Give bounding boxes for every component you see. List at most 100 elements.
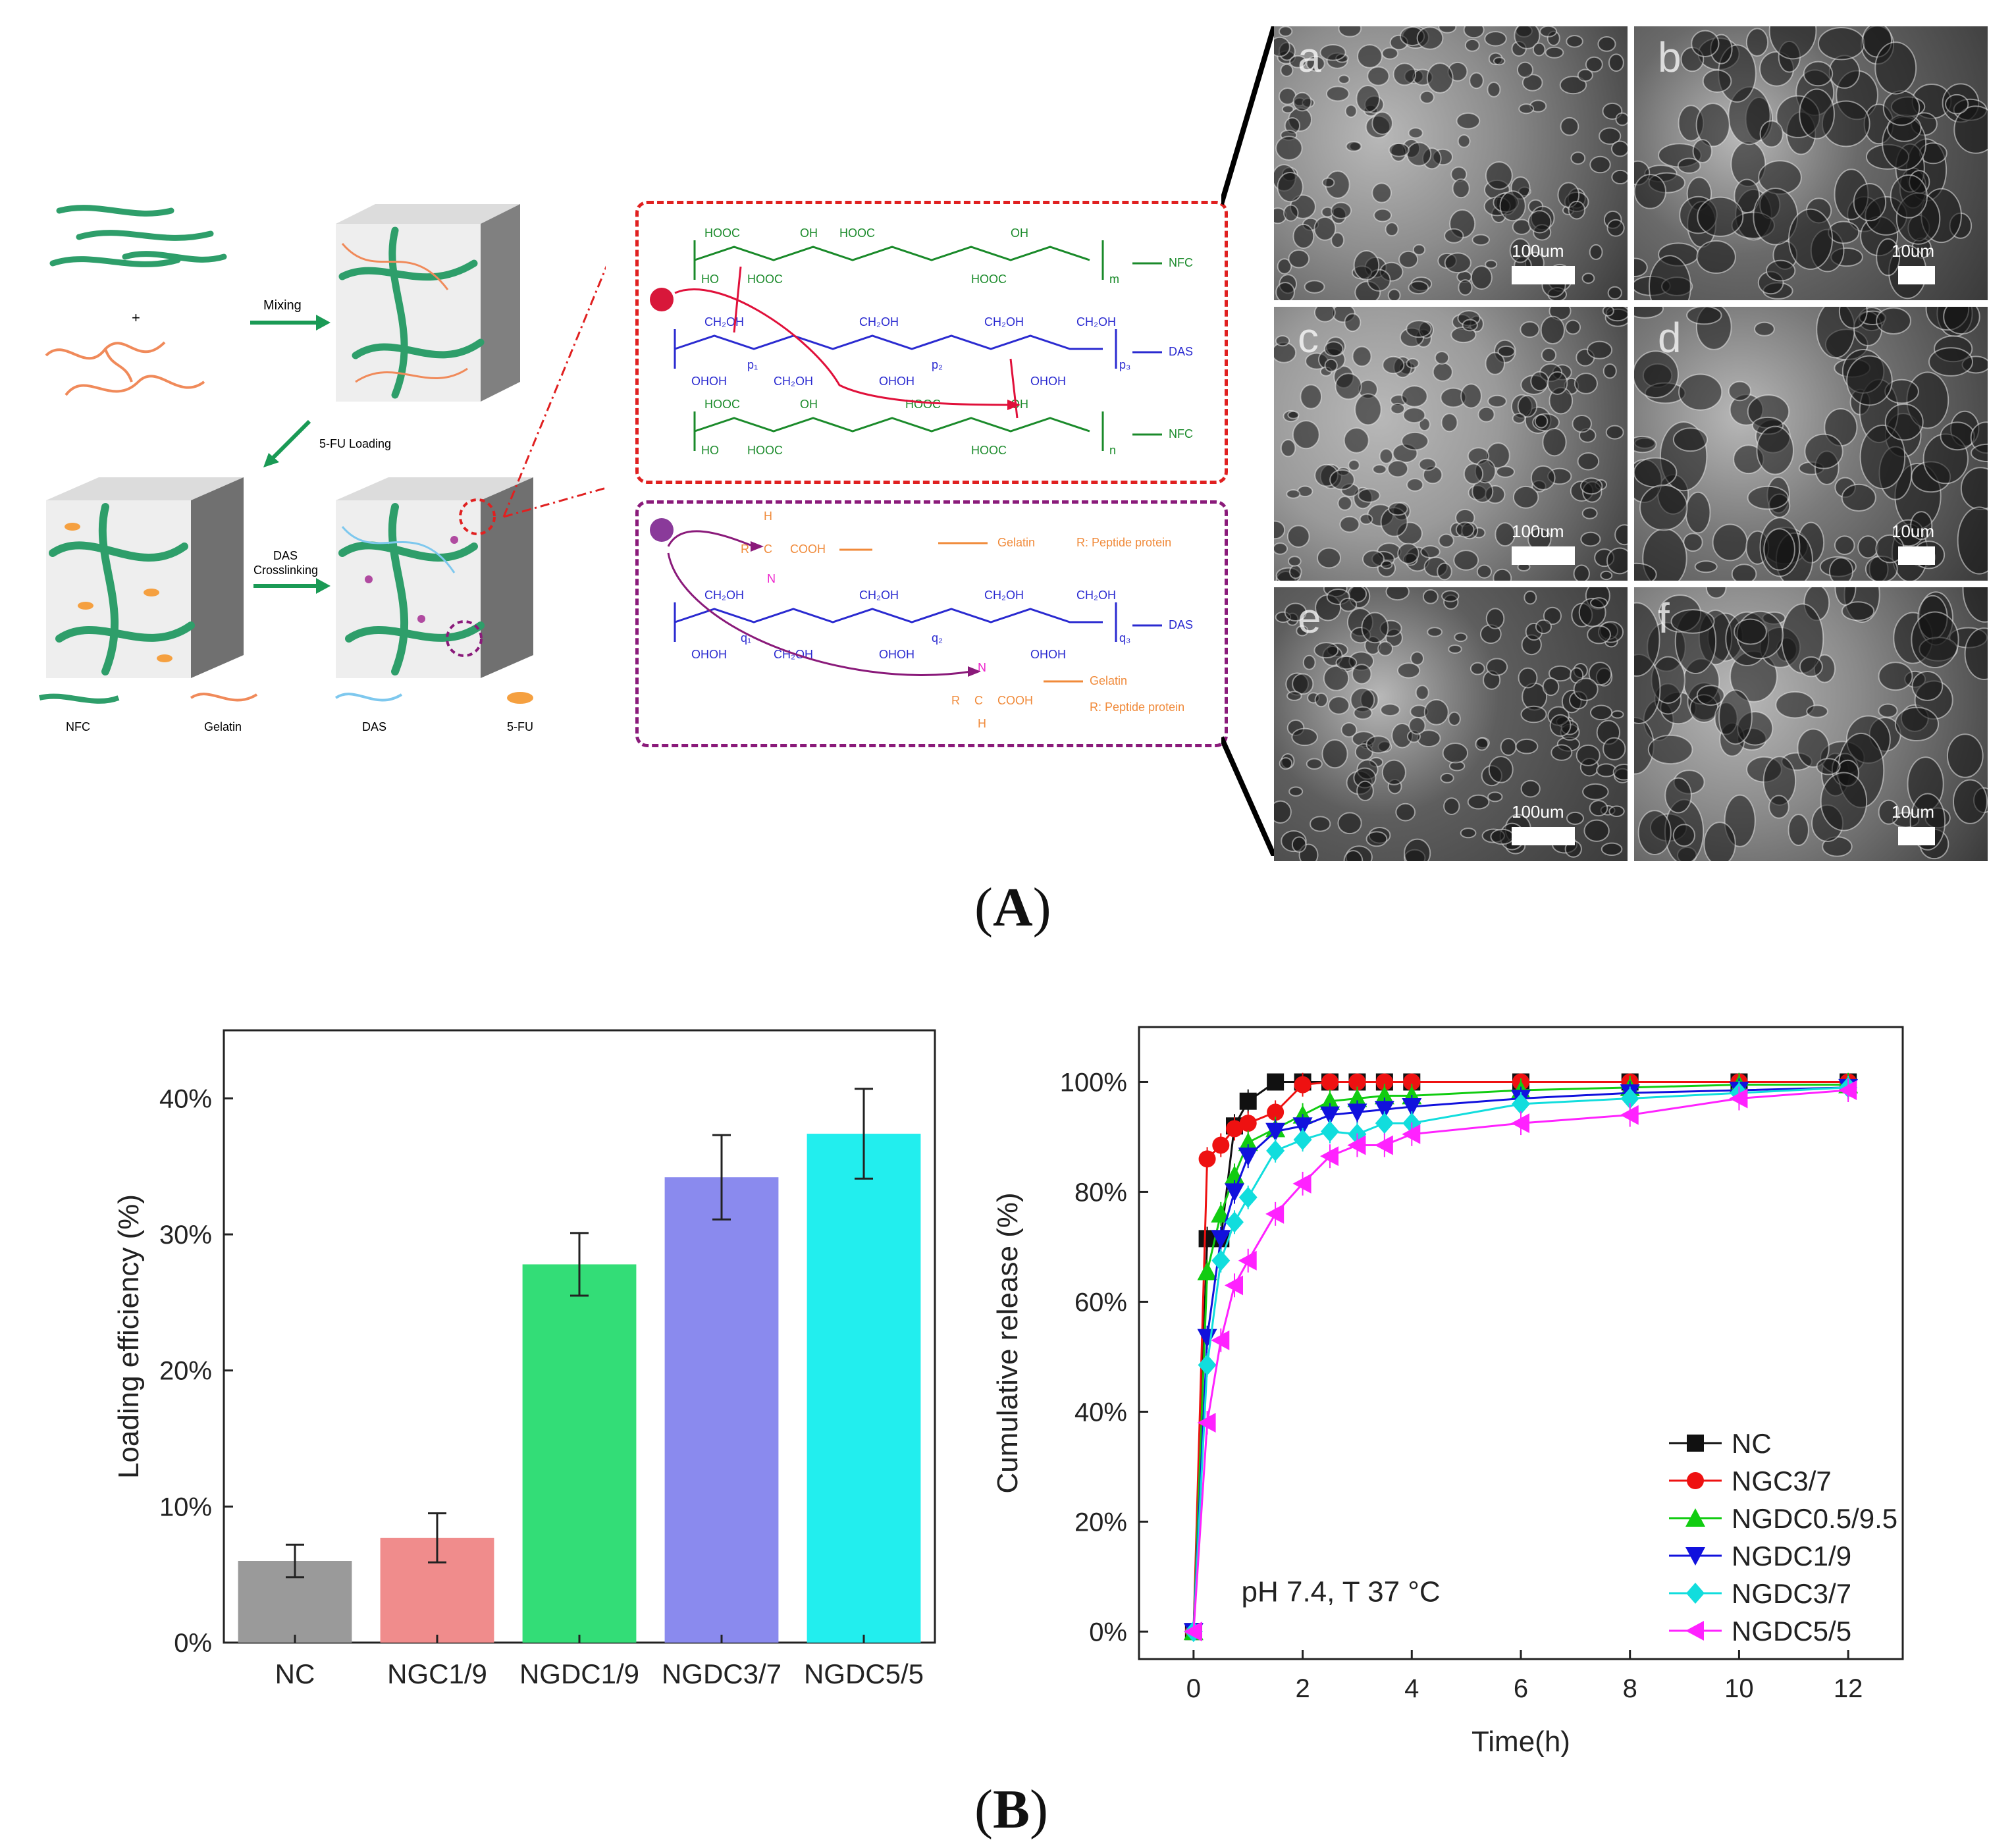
svg-text:CH₂OH: CH₂OH — [704, 315, 744, 329]
svg-text:N: N — [767, 572, 776, 585]
data-point — [1402, 1098, 1422, 1117]
svg-text:CH₂OH: CH₂OH — [859, 589, 899, 602]
chart-legend: NC NGC3/7 NGDC0.5/9.5 NGDC1/9 NGDC3/7 NGDC5/5 — [1669, 1428, 1897, 1647]
sem-connector-lines — [1221, 26, 1277, 856]
svg-text:HO: HO — [701, 444, 719, 457]
scale-bar-label: 10um — [1892, 521, 1935, 541]
svg-text:p₁: p₁ — [747, 358, 758, 371]
legend-marker — [1685, 1508, 1705, 1527]
scale-bar — [1512, 827, 1575, 845]
svg-text:HOOC: HOOC — [839, 226, 875, 240]
bar-NGDC3/7 — [664, 1177, 779, 1643]
sem-image-tag: d — [1658, 314, 1682, 361]
svg-text:OHOH: OHOH — [879, 375, 914, 388]
data-point — [1267, 1073, 1285, 1091]
svg-text:m: m — [1109, 273, 1119, 286]
legend-marker — [1687, 1435, 1704, 1452]
svg-text:CH₂OH: CH₂OH — [984, 315, 1024, 329]
svg-text:CH₂OH: CH₂OH — [859, 315, 899, 329]
svg-text:OHOH: OHOH — [691, 648, 727, 661]
y-axis-title: Cumulative release (%) — [992, 1192, 1024, 1493]
data-point — [1321, 1073, 1338, 1091]
y-tick-label: 30% — [159, 1221, 212, 1250]
cumulative-release-line-chart: 0% 20% 40% 60% 80% 100% 0 2 4 6 8 10 12 Time(h) Cumula… — [992, 1026, 1904, 1758]
cube-mixed — [336, 204, 520, 402]
data-point — [1321, 1121, 1339, 1142]
data-point — [1211, 1230, 1231, 1249]
legend-marker — [1685, 1547, 1705, 1566]
data-point — [1292, 1173, 1312, 1194]
legend-label: NGC3/7 — [1732, 1465, 1832, 1496]
svg-text:CH₂OH: CH₂OH — [1076, 315, 1116, 329]
data-point — [1620, 1105, 1639, 1125]
x-tick-label: NC — [275, 1658, 315, 1689]
svg-text:HOOC: HOOC — [704, 398, 740, 411]
bar-NGDC1/9 — [522, 1264, 637, 1643]
svg-text:p₃: p₃ — [1119, 358, 1130, 371]
svg-text:HO: HO — [701, 273, 719, 286]
loading-arrow — [268, 419, 311, 463]
data-point — [1402, 1124, 1421, 1144]
legend-gelatin: Gelatin — [204, 720, 242, 733]
svg-text:C: C — [764, 542, 772, 556]
svg-text:HOOC: HOOC — [971, 273, 1007, 286]
data-point — [1183, 1622, 1202, 1642]
y-tick-label: 20% — [159, 1357, 212, 1386]
legend-nfc: NFC — [66, 720, 90, 733]
data-point — [1347, 1088, 1367, 1107]
chemistry-nfc-das: HOOC HO OH HOOC HOOC OH HOOC m NFC CH₂OH… — [650, 226, 1193, 457]
svg-text:HOOC: HOOC — [704, 226, 740, 240]
data-point — [1211, 1330, 1230, 1350]
svg-text:OH: OH — [1011, 226, 1028, 240]
peptide-label-bottom: R: Peptide protein — [1090, 700, 1184, 714]
svg-text:p₂: p₂ — [932, 358, 943, 371]
data-point — [1347, 1103, 1367, 1122]
scale-bar — [1512, 266, 1575, 284]
data-point — [1212, 1136, 1230, 1154]
data-point — [1238, 1132, 1258, 1151]
x-tick-label: 4 — [1404, 1674, 1419, 1703]
nfc-label-bottom: NFC — [1169, 427, 1193, 440]
schematic-legend: NFC Gelatin DAS 5-FU — [39, 692, 533, 733]
crosslinking-label-1: DAS — [273, 549, 298, 562]
svg-text:HOOC: HOOC — [747, 273, 783, 286]
data-point — [1375, 1113, 1394, 1134]
x-tick-label: 10 — [1724, 1674, 1754, 1703]
x-tick-label: 6 — [1514, 1674, 1528, 1703]
data-point — [1838, 1080, 1857, 1100]
y-tick-label: 40% — [159, 1084, 212, 1113]
data-point — [1266, 1140, 1285, 1161]
data-point — [1403, 1073, 1421, 1091]
legend-das: DAS — [362, 720, 386, 733]
data-point — [1265, 1122, 1286, 1142]
crosslink-node-purple-icon — [650, 518, 674, 542]
sem-image-tag: e — [1298, 594, 1321, 642]
svg-text:HOOC: HOOC — [905, 398, 941, 411]
svg-text:HOOC: HOOC — [747, 444, 783, 457]
data-point — [1347, 1135, 1366, 1155]
x-tick-label: 0 — [1186, 1674, 1201, 1703]
x-tick-label: 2 — [1295, 1674, 1310, 1703]
gelatin-label-bottom: Gelatin — [1090, 674, 1127, 687]
svg-text:q₃: q₃ — [1119, 631, 1130, 645]
svg-text:OHOH: OHOH — [1030, 375, 1066, 388]
svg-text:OHOH: OHOH — [879, 648, 914, 661]
data-point — [1511, 1113, 1529, 1134]
svg-text:q₂: q₂ — [932, 631, 943, 645]
y-tick-label: 20% — [1074, 1508, 1127, 1537]
peptide-label-top: R: Peptide protein — [1076, 536, 1171, 549]
data-point — [1225, 1275, 1243, 1296]
chemistry-box-gelatin-das — [635, 500, 1228, 747]
chemistry-gelatin-das: H R C COOH Gelatin R: Peptide protein N … — [650, 510, 1193, 730]
legend-marker — [1685, 1621, 1704, 1641]
data-point — [1620, 1088, 1639, 1109]
sem-image-a: a 100um — [1274, 26, 1628, 300]
scale-bar-label: 100um — [1512, 802, 1564, 822]
sem-image-tag: f — [1658, 594, 1670, 642]
panel-b-label: (B) — [974, 1779, 1048, 1840]
scale-bar — [1512, 546, 1575, 565]
svg-text:CH₂OH: CH₂OH — [704, 589, 744, 602]
scale-bar-label: 10um — [1892, 802, 1935, 822]
legend-label: NGDC1/9 — [1732, 1541, 1851, 1571]
data-point — [1238, 1186, 1258, 1208]
